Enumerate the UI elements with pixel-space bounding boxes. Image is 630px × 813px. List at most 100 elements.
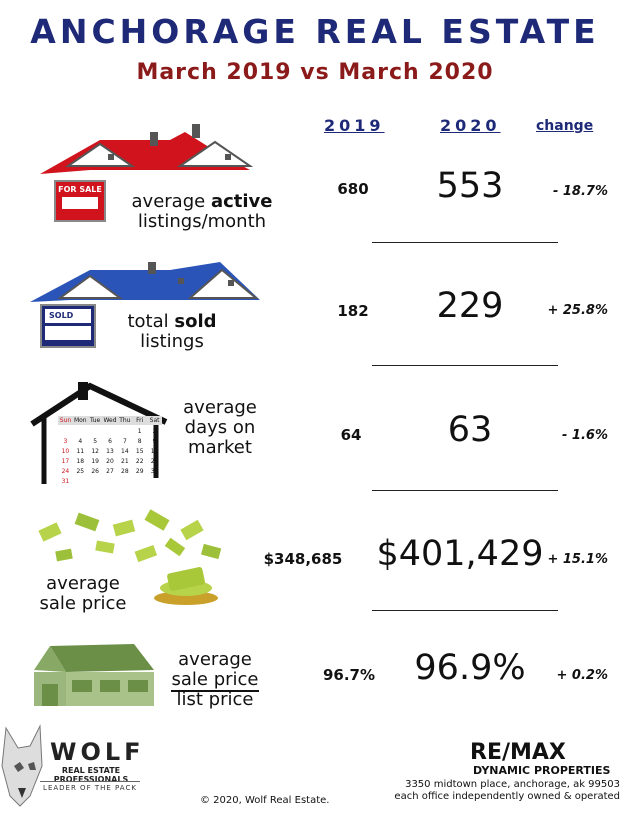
calendar-date — [103, 428, 118, 435]
row-price-label: average sale price — [28, 574, 138, 614]
calendar-day-header: Fri — [136, 417, 144, 424]
row-ratio-change: + 0.2% — [556, 668, 608, 683]
row-price-2020: $401,429 — [376, 534, 544, 574]
page-title: ANCHORAGE REAL ESTATE — [30, 12, 600, 51]
calendar-date: 21 — [121, 458, 129, 465]
calendar-date: 22 — [135, 458, 144, 465]
column-header-2020: 2020 — [440, 116, 501, 135]
calendar-date: 17 — [61, 458, 70, 465]
row-days-label: average days on market — [170, 398, 270, 458]
copyright: © 2020, Wolf Real Estate. — [200, 795, 330, 806]
row-ratio-label-line3: list price — [176, 689, 254, 710]
calendar-day-headers: Sun Mon Tue Wed Thu Fri Sat — [58, 416, 162, 425]
calendar-date: 2 — [152, 428, 157, 435]
calendar-date: 25 — [76, 468, 85, 475]
row-sold-label-pre: total — [127, 311, 175, 332]
divider — [372, 610, 558, 611]
calendar-date: 16 — [150, 448, 159, 455]
wolf-head-icon — [1, 724, 43, 807]
calendar-day-header: Sat — [149, 417, 160, 424]
calendar-date: 26 — [91, 468, 99, 475]
remax-logo: RE/MAX — [470, 740, 566, 765]
row-price-change: + 15.1% — [547, 552, 608, 567]
row-days-label-line3: market — [188, 437, 252, 458]
calendar-date: 19 — [91, 458, 99, 465]
calendar-date: 11 — [76, 448, 85, 455]
row-price-2019: $348,685 — [263, 550, 343, 568]
calendar-date: 6 — [108, 438, 112, 445]
calendar-date: 20 — [106, 458, 114, 465]
row-days-label-line2: days on — [184, 417, 256, 438]
wolf-logo-name: WOLF — [50, 738, 145, 766]
calendar-date: 5 — [93, 438, 98, 445]
wolf-logo-tagline: LEADER OF THE PACK — [40, 781, 140, 792]
calendar-date — [73, 428, 88, 435]
row-active-label-bold: active — [210, 191, 273, 212]
calendar-date — [117, 428, 132, 435]
row-days-2020: 63 — [447, 410, 493, 450]
calendar-date: 18 — [76, 458, 85, 465]
calendar-date: 15 — [135, 448, 144, 455]
row-price-label-line2: sale price — [39, 593, 127, 614]
sign-blank-panel — [62, 197, 98, 209]
calendar-date: 1 — [137, 428, 142, 435]
calendar-date: 4 — [78, 438, 83, 445]
divider — [372, 242, 558, 243]
calendar-date: 13 — [106, 448, 114, 455]
for-sale-sign: FOR SALE — [54, 180, 106, 222]
house-outline-icon — [30, 382, 168, 484]
calendar-date: 28 — [121, 468, 129, 475]
wolf-logo-subtitle: REAL ESTATE PROFESSIONALS — [53, 766, 129, 784]
red-roof-house-icon — [40, 124, 254, 174]
divider — [372, 365, 558, 366]
divider — [372, 490, 558, 491]
row-sold-label-post: listings — [140, 331, 204, 352]
sold-sign: SOLD — [40, 304, 96, 348]
calendar-date: 9 — [152, 438, 157, 445]
money-pile-icon — [38, 509, 222, 605]
row-sold-change: + 25.8% — [547, 303, 608, 318]
calendar-date: 27 — [106, 468, 114, 475]
row-sold-2020: 229 — [436, 286, 504, 326]
calendar: Sun Mon Tue Wed Thu Fri Sat 1 2 3 4 5 6 7 8 9 10 11 12 13 1… — [58, 416, 162, 485]
calendar-date: 3 — [63, 438, 68, 445]
remax-office-name: DYNAMIC PROPERTIES — [473, 764, 611, 777]
calendar-date: 23 — [150, 458, 159, 465]
row-sold-label: total sold listings — [102, 312, 242, 352]
calendar-date: 10 — [61, 448, 70, 455]
row-ratio-label: average sale price list price — [160, 650, 270, 710]
sold-sign-text: SOLD — [45, 309, 91, 323]
row-days-label-line1: average — [183, 397, 257, 418]
row-active-label-post: listings/month — [137, 211, 267, 232]
calendar-day-header: Tue — [90, 417, 101, 424]
sign-blank-panel — [45, 326, 91, 340]
calendar-date: 29 — [135, 468, 144, 475]
page-subtitle: March 2019 vs March 2020 — [136, 60, 494, 85]
row-active-change: - 18.7% — [552, 184, 608, 199]
row-ratio-2020: 96.9% — [414, 648, 526, 688]
column-header-2019: 2019 — [324, 116, 385, 135]
row-ratio-label-line2: sale price — [171, 669, 259, 692]
for-sale-sign-text: FOR SALE — [58, 185, 102, 194]
row-ratio-2019: 96.7% — [322, 666, 376, 684]
row-days-change: - 1.6% — [562, 428, 608, 443]
row-sold-2019: 182 — [337, 302, 369, 320]
office-address-block: 3350 midtown place, anchorage, ak 99503 … — [380, 779, 620, 803]
row-active-label-pre: average — [131, 191, 211, 212]
calendar-date: 12 — [91, 448, 99, 455]
calendar-day-header: Wed — [103, 417, 117, 424]
calendar-day-header: Mon — [73, 417, 87, 424]
calendar-date: 24 — [61, 468, 70, 475]
row-price-label-line1: average — [46, 573, 120, 594]
blue-roof-house-icon — [30, 262, 260, 302]
row-days-2019: 64 — [340, 426, 362, 444]
row-active-label: average active listings/month — [112, 192, 292, 232]
calendar-day-header: Thu — [119, 417, 131, 424]
office-address: 3350 midtown place, anchorage, ak 99503 — [405, 779, 620, 790]
office-note: each office independently owned & operat… — [394, 791, 620, 802]
calendar-date: 30 — [150, 468, 159, 475]
column-header-change: change — [536, 118, 594, 134]
calendar-grid: 1 2 3 4 5 6 7 8 9 10 11 12 13 14 15 16 17 18 19 20 21 22 23 24 2… — [58, 428, 162, 485]
money-house-icon — [34, 644, 154, 706]
calendar-date — [88, 428, 103, 435]
